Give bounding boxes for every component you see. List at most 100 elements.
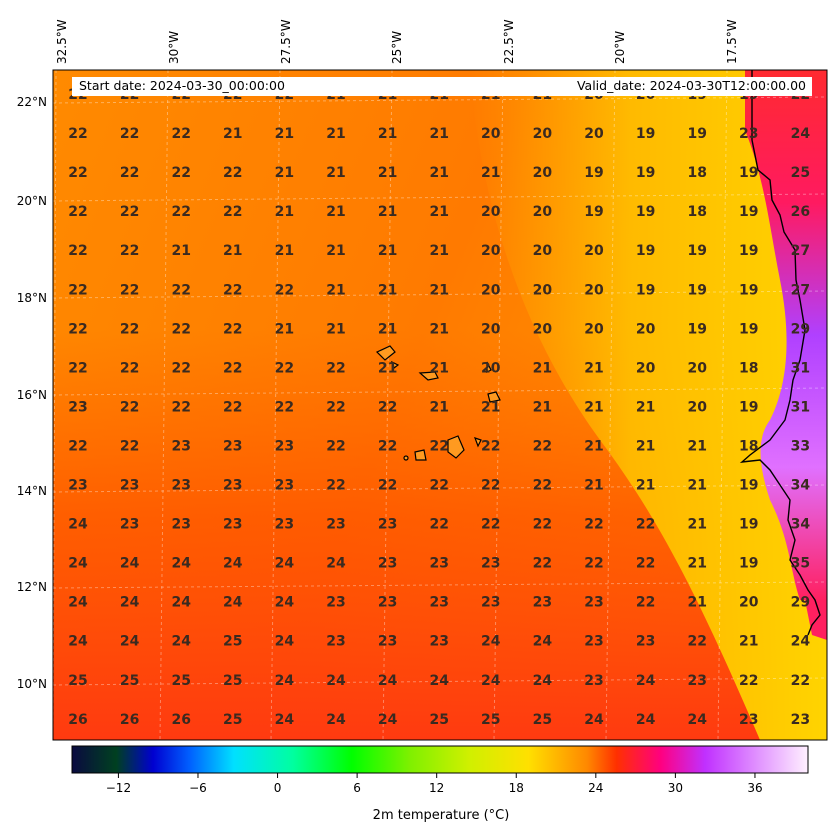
grid-value: 22	[223, 399, 242, 415]
grid-value: 19	[584, 165, 603, 181]
longitude-label: 32.5°W	[55, 19, 69, 64]
grid-value: 22	[171, 399, 190, 415]
grid-value: 22	[636, 556, 655, 572]
grid-value: 22	[68, 165, 87, 181]
grid-value: 21	[533, 399, 552, 415]
grid-value: 23	[275, 438, 294, 454]
grid-value: 19	[739, 321, 758, 337]
coastline	[739, 70, 821, 636]
colorbar-tick-label: 18	[509, 781, 524, 795]
grid-value: 19	[636, 165, 655, 181]
grid-value: 24	[378, 712, 398, 728]
grid-value: 22	[223, 165, 242, 181]
grid-value: 19	[739, 556, 758, 572]
grid-value: 21	[739, 634, 758, 650]
grid-value: 21	[223, 243, 242, 259]
grid-value: 22	[120, 204, 139, 220]
grid-value: 25	[68, 673, 87, 689]
grid-value: 25	[223, 634, 242, 650]
latitude-labels: 22°N 20°N 18°N 16°N 14°N 12°N 10°N	[17, 95, 47, 691]
latitude-label: 22°N	[17, 95, 47, 109]
grid-value: 21	[636, 438, 655, 454]
grid-value: 21	[378, 243, 397, 259]
grid-value: 21	[275, 126, 294, 142]
grid-value: 22	[171, 360, 190, 376]
grid-value: 22	[120, 243, 139, 259]
grid-value: 19	[636, 204, 655, 220]
grid-value: 19	[687, 126, 706, 142]
grid-value: 24	[326, 556, 346, 572]
grid-value: 20	[636, 321, 656, 337]
grid-value: 21	[429, 399, 448, 415]
grid-value: 22	[429, 438, 448, 454]
grid-value: 21	[687, 478, 706, 494]
grid-value: 23	[584, 595, 603, 611]
grid-value: 20	[481, 204, 501, 220]
grid-value: 31	[791, 399, 810, 415]
grid-value: 24	[171, 634, 191, 650]
grid-value: 22	[68, 204, 87, 220]
grid-value: 21	[326, 126, 345, 142]
grid-value: 23	[481, 556, 500, 572]
grid-value: 23	[584, 673, 603, 689]
grid-value: 23	[429, 556, 448, 572]
map-frame	[52, 69, 828, 741]
grid-value: 33	[791, 438, 810, 454]
grid-value: 19	[739, 517, 758, 533]
grid-value: 34	[791, 478, 811, 494]
colorbar	[71, 745, 809, 774]
grid-value: 27	[791, 282, 810, 298]
grid-value: 18	[687, 204, 706, 220]
grid-value: 35	[791, 556, 810, 572]
grid-value: 29	[791, 321, 810, 337]
grid-value: 23	[326, 634, 345, 650]
grid-value: 19	[636, 126, 655, 142]
grid-value: 26	[68, 712, 87, 728]
grid-value: 26	[791, 204, 810, 220]
grid-value: 24	[120, 634, 140, 650]
grid-value: 23	[378, 634, 397, 650]
grid-value: 22	[326, 438, 345, 454]
grid-value: 24	[687, 712, 707, 728]
cape-verde-islands	[375, 345, 501, 461]
grid-value: 23	[429, 595, 448, 611]
latitude-label: 18°N	[17, 291, 47, 305]
grid-value: 22	[68, 360, 87, 376]
grid-value: 23	[429, 634, 448, 650]
grid-value: 19	[687, 243, 706, 259]
grid-value: 18	[687, 165, 706, 181]
grid-value: 25	[481, 712, 500, 728]
grid-value: 22	[68, 282, 87, 298]
grid-value: 20	[584, 321, 604, 337]
grid-value: 23	[68, 399, 87, 415]
grid-value: 24	[275, 712, 295, 728]
grid-value: 20	[481, 360, 501, 376]
grid-value: 19	[739, 165, 758, 181]
grid-value: 22	[533, 556, 552, 572]
grid-value: 26	[171, 712, 190, 728]
grid-value: 24	[481, 673, 501, 689]
grid-value: 21	[687, 438, 706, 454]
grid-value: 22	[120, 165, 139, 181]
grid-value: 21	[326, 321, 345, 337]
grid-value: 21	[378, 165, 397, 181]
grid-value: 21	[687, 595, 706, 611]
grid-value: 23	[275, 517, 294, 533]
grid-value: 31	[791, 360, 810, 376]
colorbar-tick-label: 36	[747, 781, 762, 795]
grid-value: 24	[68, 556, 88, 572]
grid-value: 22	[429, 478, 448, 494]
colorbar-tick-label: 0	[274, 781, 282, 795]
latitude-label: 16°N	[17, 388, 47, 402]
grid-value: 21	[429, 360, 448, 376]
grid-value: 19	[584, 204, 603, 220]
grid-value: 22	[120, 321, 139, 337]
grid-value: 22	[481, 517, 500, 533]
grid-value: 25	[171, 673, 190, 689]
grid-value: 24	[791, 634, 811, 650]
grid-value: 21	[429, 126, 448, 142]
grid-value: 21	[687, 517, 706, 533]
grid-value: 22	[326, 478, 345, 494]
grid-value: 21	[584, 399, 603, 415]
grid-value: 22	[636, 595, 655, 611]
